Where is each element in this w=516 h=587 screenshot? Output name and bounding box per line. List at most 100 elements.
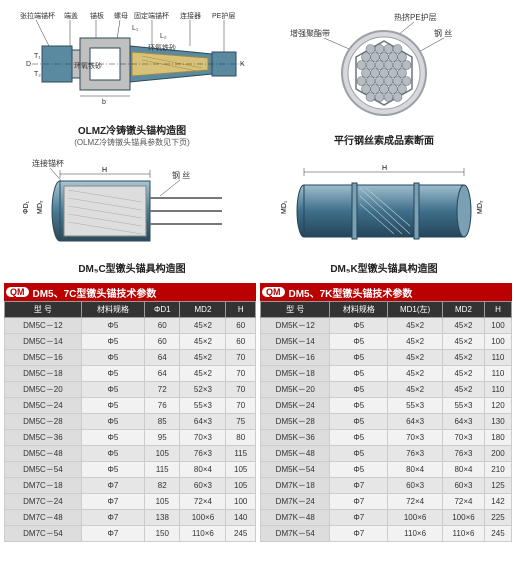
table-col-header: MD2 — [180, 302, 226, 318]
table-cell: DM7K－54 — [261, 526, 330, 542]
dim: K — [240, 61, 245, 68]
diagram-dm5c: 连接锚杯 钢 丝 H — [6, 152, 258, 279]
table-row: DM7K－24Φ772×472×4142 — [261, 494, 512, 510]
diagram-caption: OLMZ冷铸镦头锚构造图 — [78, 122, 186, 137]
dim: MD₂ — [477, 200, 484, 214]
table-row: DM5C－24Φ57655×370 — [5, 398, 256, 414]
table-cell: Φ5 — [81, 350, 144, 366]
dim: T₂ — [34, 71, 41, 78]
table-cell: DM5C－14 — [5, 334, 82, 350]
table-left: 型 号材料规格ΦD1MD2H DM5C－12Φ56045×260DM5C－14Φ… — [4, 301, 256, 542]
table-cell: Φ7 — [330, 510, 388, 526]
table-cell: 45×2 — [180, 334, 226, 350]
label: 螺母 — [114, 11, 128, 20]
table-cell: DM5K－12 — [261, 318, 330, 334]
table-cell: Φ7 — [81, 510, 144, 526]
table-cell: 45×2 — [388, 334, 443, 350]
table-cell: Φ7 — [81, 526, 144, 542]
diagram-caption: 平行钢丝索成品索断面 — [334, 132, 434, 147]
table-cell: DM5K－14 — [261, 334, 330, 350]
table-cell: 45×2 — [388, 318, 443, 334]
table-cell: DM5K－16 — [261, 350, 330, 366]
table-cell: 64 — [145, 366, 180, 382]
table-banner: QM DM5、7C型镦头锚技术参数 — [4, 283, 256, 301]
table-row: DM5C－54Φ511580×4105 — [5, 462, 256, 478]
table-cell: 80×4 — [442, 462, 484, 478]
table-cell: 72×4 — [388, 494, 443, 510]
label: 钢 丝 — [434, 28, 452, 38]
label: 环氧铁砂 — [74, 61, 102, 70]
table-cell: Φ5 — [81, 414, 144, 430]
table-cell: 60 — [226, 318, 256, 334]
table-cell: Φ5 — [330, 366, 388, 382]
label: PE护层 — [212, 11, 235, 20]
table-cell: Φ5 — [330, 318, 388, 334]
table-row: DM7C－18Φ78260×3105 — [5, 478, 256, 494]
label: 环氧铁砂 — [148, 43, 176, 52]
table-cell: Φ5 — [330, 446, 388, 462]
table-cell: 55×3 — [388, 398, 443, 414]
dim: D — [26, 61, 31, 68]
label: 连接器 — [180, 11, 201, 20]
table-cell: Φ5 — [330, 414, 388, 430]
table-cell: 115 — [226, 446, 256, 462]
table-cell: 45×2 — [180, 366, 226, 382]
table-cell: 130 — [484, 414, 511, 430]
table-cell: 72×4 — [180, 494, 226, 510]
table-cell: 70×3 — [180, 430, 226, 446]
table-cell: 76×3 — [442, 446, 484, 462]
table-cell: DM5C－24 — [5, 398, 82, 414]
table-cell: 70 — [226, 382, 256, 398]
table-cell: 95 — [145, 430, 180, 446]
table-cell: 200 — [484, 446, 511, 462]
table-row: DM5K－16Φ545×245×2110 — [261, 350, 512, 366]
table-cell: DM7C－18 — [5, 478, 82, 494]
logo-badge: QM — [6, 287, 29, 297]
table-cell: DM5C－12 — [5, 318, 82, 334]
table-row: DM5C－20Φ57252×370 — [5, 382, 256, 398]
table-cell: Φ5 — [330, 334, 388, 350]
table-cell: 100×6 — [180, 510, 226, 526]
dm5c-svg: 连接锚杯 钢 丝 H — [22, 156, 242, 256]
table-cell: DM7K－48 — [261, 510, 330, 526]
table-cell: 70×3 — [388, 430, 443, 446]
table-cell: 60×3 — [442, 478, 484, 494]
table-cell: 45×2 — [442, 382, 484, 398]
table-cell: 100 — [484, 318, 511, 334]
dim: MD₁ — [281, 200, 288, 214]
table-row: DM5K－54Φ580×480×4210 — [261, 462, 512, 478]
diagram-subcaption: (OLMZ冷铸镦头锚具参数见下页) — [74, 137, 190, 148]
table-row: DM5C－14Φ56045×260 — [5, 334, 256, 350]
table-cell: 45×2 — [388, 382, 443, 398]
table-col-header: 材料规格 — [81, 302, 144, 318]
table-cell: Φ5 — [330, 462, 388, 478]
table-right-wrap: QM DM5、7K型镦头锚技术参数 型 号材料规格MD1(左)MD2H DM5K… — [260, 283, 512, 542]
table-cell: 140 — [226, 510, 256, 526]
table-cell: 138 — [145, 510, 180, 526]
table-cell: 52×3 — [180, 382, 226, 398]
table-cell: 80×4 — [388, 462, 443, 478]
table-cell: 115 — [145, 462, 180, 478]
dim: b — [102, 99, 106, 106]
table-cell: DM5C－16 — [5, 350, 82, 366]
table-cell: 210 — [484, 462, 511, 478]
label: 增强聚酯带 — [290, 28, 330, 38]
table-cell: DM7C－48 — [5, 510, 82, 526]
table-cell: 60 — [145, 318, 180, 334]
table-row: DM7K－54Φ7110×6110×6245 — [261, 526, 512, 542]
table-cell: 60×3 — [180, 478, 226, 494]
table-row: DM5C－12Φ56045×260 — [5, 318, 256, 334]
table-row: DM5K－12Φ545×245×2100 — [261, 318, 512, 334]
table-cell: 142 — [484, 494, 511, 510]
table-cell: Φ5 — [330, 430, 388, 446]
table-cell: DM5K－20 — [261, 382, 330, 398]
table-title: DM5、7C型镦头锚技术参数 — [33, 285, 157, 300]
table-col-header: ΦD1 — [145, 302, 180, 318]
table-row: DM5K－20Φ545×245×2110 — [261, 382, 512, 398]
table-cell: 82 — [145, 478, 180, 494]
table-cell: DM7C－54 — [5, 526, 82, 542]
table-cell: Φ5 — [81, 318, 144, 334]
dim: H — [102, 167, 107, 174]
dm5k-svg: H MD₁ MD₂ — [274, 156, 494, 256]
diagram-dm5k: H MD₁ MD₂ DM₅K型镦头锚具构造图 — [258, 152, 510, 279]
